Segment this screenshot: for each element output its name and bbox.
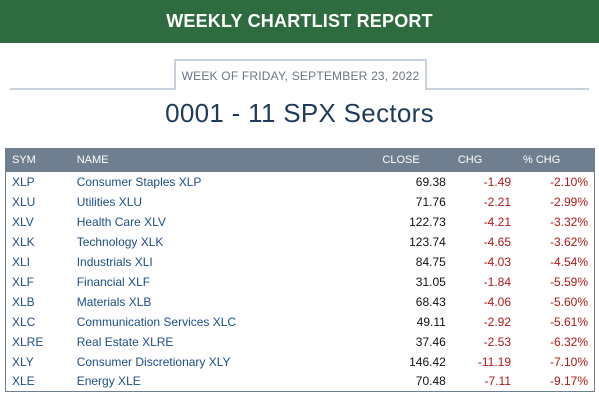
table-row: XLU Utilities XLU 71.76 -2.21 -2.99% (6, 192, 595, 212)
percent-change-value: -9.17% (549, 374, 588, 389)
report-banner: WEEKLY CHARTLIST REPORT (0, 0, 599, 43)
close-value: 31.05 (415, 274, 446, 289)
change-value: -11.19 (477, 354, 512, 369)
table-row: XLY Consumer Discretionary XLY 146.42 -11.1… (6, 352, 595, 372)
table-body: XLP Consumer Staples XLP 69.38 -1.49 -2.10% X… (6, 172, 595, 392)
symbol-link[interactable]: XLI (12, 254, 31, 269)
close-value: 70.48 (415, 374, 446, 389)
table-row: XLK Technology XLK 123.74 -4.65 -3.62% (6, 232, 595, 252)
symbol-link[interactable]: XLE (12, 374, 35, 389)
header-close[interactable]: CLOSE (382, 154, 420, 167)
sector-name-link[interactable]: Consumer Discretionary XLY (76, 354, 231, 369)
symbol-link[interactable]: XLV (12, 214, 34, 229)
week-label: WEEK OF FRIDAY, SEPTEMBER 23, 2022 (181, 68, 420, 83)
close-value: 146.42 (409, 354, 446, 369)
symbol-link[interactable]: XLY (12, 354, 34, 369)
sector-name-link[interactable]: Industrials XLI (76, 254, 153, 269)
percent-change-value: -2.99% (549, 194, 588, 209)
close-value: 49.11 (416, 314, 446, 329)
percent-change-value: -5.61% (549, 314, 588, 329)
change-value: -1.84 (483, 274, 512, 289)
table-row: XLRE Real Estate XLRE 37.46 -2.53 -6.32% (6, 332, 595, 352)
table-row: XLB Materials XLB 68.43 -4.06 -5.60% (6, 292, 595, 312)
close-value: 71.76 (415, 194, 446, 209)
change-value: -2.53 (483, 334, 512, 349)
sector-name-link[interactable]: Financial XLF (76, 274, 151, 289)
sector-name-link[interactable]: Energy XLE (76, 374, 141, 389)
sector-name-link[interactable]: Health Care XLV (76, 214, 166, 229)
sector-name-link[interactable]: Communication Services XLC (76, 314, 237, 329)
percent-change-value: -5.59% (549, 274, 588, 289)
close-value: 69.38 (415, 174, 446, 189)
table-row: XLC Communication Services XLC 49.11 -2.92 -… (6, 312, 595, 332)
header-name[interactable]: NAME (76, 154, 109, 167)
change-value: -4.21 (483, 214, 512, 229)
table-row: XLF Financial XLF 31.05 -1.84 -5.59% (6, 272, 595, 292)
close-value: 84.75 (415, 254, 446, 269)
change-value: -4.65 (483, 234, 512, 249)
symbol-link[interactable]: XLRE (12, 334, 44, 349)
percent-change-value: -4.54% (549, 254, 588, 269)
change-value: -2.92 (483, 314, 512, 329)
sector-name-link[interactable]: Utilities XLU (76, 194, 143, 209)
banner-title: WEEKLY CHARTLIST REPORT (166, 11, 433, 31)
sector-name-link[interactable]: Real Estate XLRE (76, 334, 174, 349)
table-row: XLP Consumer Staples XLP 69.38 -1.49 -2.10% (6, 172, 595, 192)
symbol-link[interactable]: XLC (12, 314, 36, 329)
change-value: -4.06 (483, 294, 512, 309)
table-row: XLE Energy XLE 70.48 -7.11 -9.17% (6, 372, 595, 392)
percent-change-value: -6.32% (549, 334, 588, 349)
change-value: -1.49 (483, 174, 512, 189)
table-header-row: SYM NAME CLOSE CHG % CHG (5, 148, 595, 172)
percent-change-value: -5.60% (549, 294, 588, 309)
symbol-link[interactable]: XLF (12, 274, 35, 289)
symbol-link[interactable]: XLU (12, 194, 36, 209)
close-value: 37.46 (415, 334, 446, 349)
table-row: XLI Industrials XLI 84.75 -4.03 -4.54% (6, 252, 595, 272)
percent-change-value: -3.32% (549, 214, 588, 229)
header-pct-chg[interactable]: % CHG (523, 154, 561, 167)
percent-change-value: -3.62% (549, 234, 588, 249)
header-chg[interactable]: CHG (457, 154, 483, 167)
sector-name-link[interactable]: Technology XLK (76, 234, 164, 249)
change-value: -2.21 (483, 194, 512, 209)
close-value: 122.73 (409, 214, 446, 229)
symbol-link[interactable]: XLB (12, 294, 35, 309)
header-sym[interactable]: SYM (12, 154, 36, 167)
chartlist-title: 0001 - 11 SPX Sectors (165, 98, 434, 128)
symbol-link[interactable]: XLP (12, 174, 35, 189)
sector-performance-table: SYM NAME CLOSE CHG % CHG XLP Consumer Sta… (5, 148, 595, 392)
symbol-link[interactable]: XLK (12, 234, 35, 249)
change-value: -4.03 (483, 254, 512, 269)
sector-name-link[interactable]: Materials XLB (76, 294, 152, 309)
sector-name-link[interactable]: Consumer Staples XLP (76, 174, 202, 189)
close-value: 68.43 (415, 294, 446, 309)
table-row: XLV Health Care XLV 122.73 -4.21 -3.32% (6, 212, 595, 232)
percent-change-value: -7.10% (549, 354, 588, 369)
close-value: 123.74 (409, 234, 446, 249)
percent-change-value: -2.10% (549, 174, 588, 189)
change-value: -7.11 (484, 374, 512, 389)
week-label-box: WEEK OF FRIDAY, SEPTEMBER 23, 2022 (174, 59, 427, 90)
